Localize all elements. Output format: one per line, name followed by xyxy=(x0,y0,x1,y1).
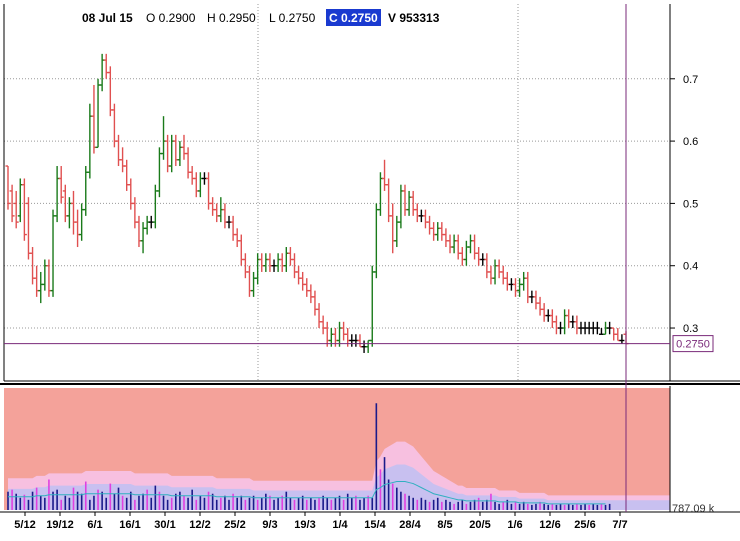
header-date: 08 Jul 15 xyxy=(82,11,133,25)
price-tick-label: 0.5 xyxy=(683,198,698,210)
price-axis-ticks: 0.3 0.4 0.5 0.6 0.7 xyxy=(670,74,698,335)
ohlc-bar xyxy=(58,166,64,204)
date-tick-label: 25/6 xyxy=(574,519,595,531)
date-tick-label: 15/4 xyxy=(364,519,386,531)
ohlc-bar xyxy=(9,184,15,223)
date-tick-label: 1/4 xyxy=(332,519,348,531)
price-tick-label: 0.6 xyxy=(683,136,698,148)
price-tick-label: 0.4 xyxy=(683,261,698,273)
date-tick-label: 7/7 xyxy=(612,519,627,531)
date-tick-label: 8/5 xyxy=(437,519,452,531)
date-tick-label: 12/6 xyxy=(539,519,560,531)
header-volume: V 953313 xyxy=(388,11,440,25)
volume-average-line xyxy=(8,481,606,505)
volume-scale-label: 787.09 k xyxy=(672,503,715,515)
price-bars-group xyxy=(5,53,629,353)
date-axis-ticks: 5/12 19/12 6/1 16/1 30/1 12/2 25/2 9/3 19/3 1/4 15… xyxy=(14,512,628,531)
date-tick-label: 28/4 xyxy=(399,519,421,531)
header-high: H 0.2950 xyxy=(207,11,256,25)
date-tick-label: 16/1 xyxy=(119,519,140,531)
date-tick-label: 6/1 xyxy=(87,519,102,531)
date-tick-label: 5/12 xyxy=(14,519,35,531)
date-tick-label: 12/2 xyxy=(189,519,210,531)
ohlc-bar xyxy=(594,321,600,335)
date-tick-label: 25/2 xyxy=(224,519,245,531)
price-tick-label: 0.7 xyxy=(683,74,698,86)
date-tick-label: 30/1 xyxy=(154,519,175,531)
date-tick-label: 19/3 xyxy=(294,519,315,531)
ohlc-bar xyxy=(13,190,19,229)
ohlc-bar xyxy=(21,178,27,241)
volume-band-inner xyxy=(8,464,670,510)
ohlc-bar xyxy=(619,334,625,344)
header-low: L 0.2750 xyxy=(269,11,316,25)
price-tag-box xyxy=(672,335,714,353)
date-tick-label: 20/5 xyxy=(469,519,490,531)
ohlc-bar xyxy=(5,165,11,210)
date-tick-label: 19/12 xyxy=(46,519,74,531)
header-close: C 0.2750 xyxy=(329,11,378,25)
price-tag: 0.2750 xyxy=(676,339,710,351)
header-open: O 0.2900 xyxy=(146,11,196,25)
header-close-highlight xyxy=(326,9,381,26)
price-tick-label: 0.3 xyxy=(683,323,698,335)
date-tick-label: 9/3 xyxy=(262,519,277,531)
volume-band-group xyxy=(8,441,670,510)
date-tick-label: 1/6 xyxy=(507,519,522,531)
